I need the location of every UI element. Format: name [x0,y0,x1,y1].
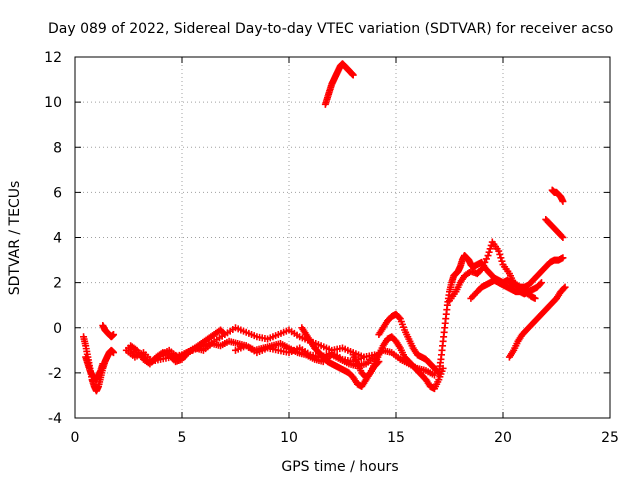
data-point [536,280,544,288]
x-tick-label: 15 [387,430,405,446]
series-arc-p [542,215,567,241]
data-point [559,254,567,262]
data-point [431,371,439,379]
y-tick-label: -2 [48,366,62,382]
series-arc-j [405,358,447,393]
series-arc-n [467,276,546,302]
data-point [559,197,567,205]
y-tick-label: 0 [53,321,62,337]
x-tick-label: 20 [494,430,512,446]
data-point [110,349,118,357]
data-point [561,283,569,291]
series-arc-k [349,351,383,381]
data-point [497,254,505,262]
data-point [360,353,368,361]
data-point [485,248,493,256]
data-points [80,60,569,395]
chart-title: Day 089 of 2022, Sidereal Day-to-day VTE… [48,21,613,37]
series-arc-c [99,321,118,341]
data-point [558,232,566,240]
y-tick-label: 12 [44,50,62,66]
data-point [560,284,568,292]
data-point [531,294,539,302]
data-point [496,250,504,258]
data-point [486,245,494,253]
x-axis-label: GPS time / hours [281,459,398,475]
series-arc-h [298,324,413,390]
series-arc-b [82,353,107,384]
x-tick-label: 5 [178,430,187,446]
data-point [349,71,357,79]
series-arc-o [505,283,569,361]
x-tick-label: 0 [71,430,80,446]
series-arc-f [127,326,229,368]
data-point [221,331,229,339]
data-point [559,234,567,241]
data-point [495,247,503,255]
data-point [538,279,546,287]
y-tick-label: -4 [48,411,62,427]
data-point [477,266,485,274]
data-point [498,257,506,265]
y-tick-label: 10 [44,95,62,111]
y-tick-label: 8 [53,140,62,156]
y-tick-label: 2 [53,276,62,292]
series-arc-q [548,186,567,205]
data-point [395,314,403,322]
x-tick-label: 10 [280,430,298,446]
data-point [220,329,228,337]
data-point [484,252,492,260]
axis-ticks: 0 5 10 15 20 25 -4 -2 0 2 4 6 8 10 12 [44,50,619,446]
x-tick-label: 25 [601,430,619,446]
y-tick-label: 6 [53,185,62,201]
series-arc-r [321,60,357,108]
y-tick-label: 4 [53,231,62,247]
data-point [110,331,118,339]
data-point [375,358,383,366]
data-point [374,359,382,367]
y-axis-label: SDTVAR / TECUs [7,181,23,296]
data-point [99,360,107,368]
